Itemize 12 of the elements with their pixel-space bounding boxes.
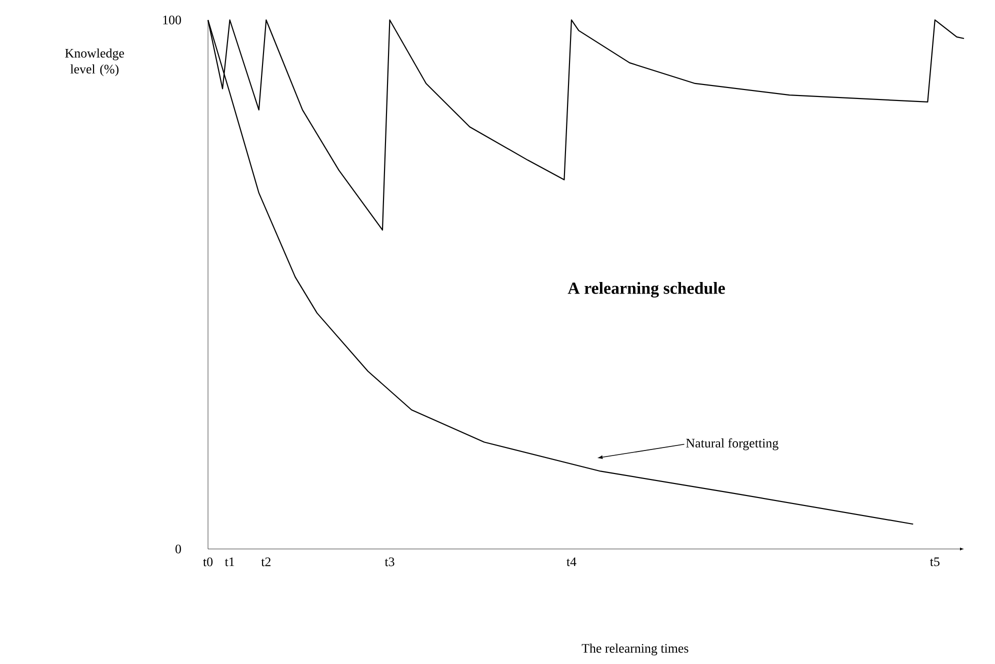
x-tick-label: t1 <box>224 558 234 566</box>
x-tick-label: t3 <box>384 558 394 566</box>
annotation: Natural forgetting <box>686 438 778 450</box>
y-tick-label: 0 <box>176 544 181 554</box>
x-tick-label: t0 <box>203 558 213 566</box>
text: The relearning times <box>582 644 688 656</box>
y-tick-label: 100 <box>163 16 181 24</box>
text: A relearning schedule <box>568 282 725 298</box>
x-tick-label: t4 <box>566 557 576 566</box>
x-tick-label: t5 <box>930 558 940 566</box>
x-tick-label: t2 <box>261 558 270 566</box>
y-axis-title: Knowledge level (%) <box>65 48 124 76</box>
